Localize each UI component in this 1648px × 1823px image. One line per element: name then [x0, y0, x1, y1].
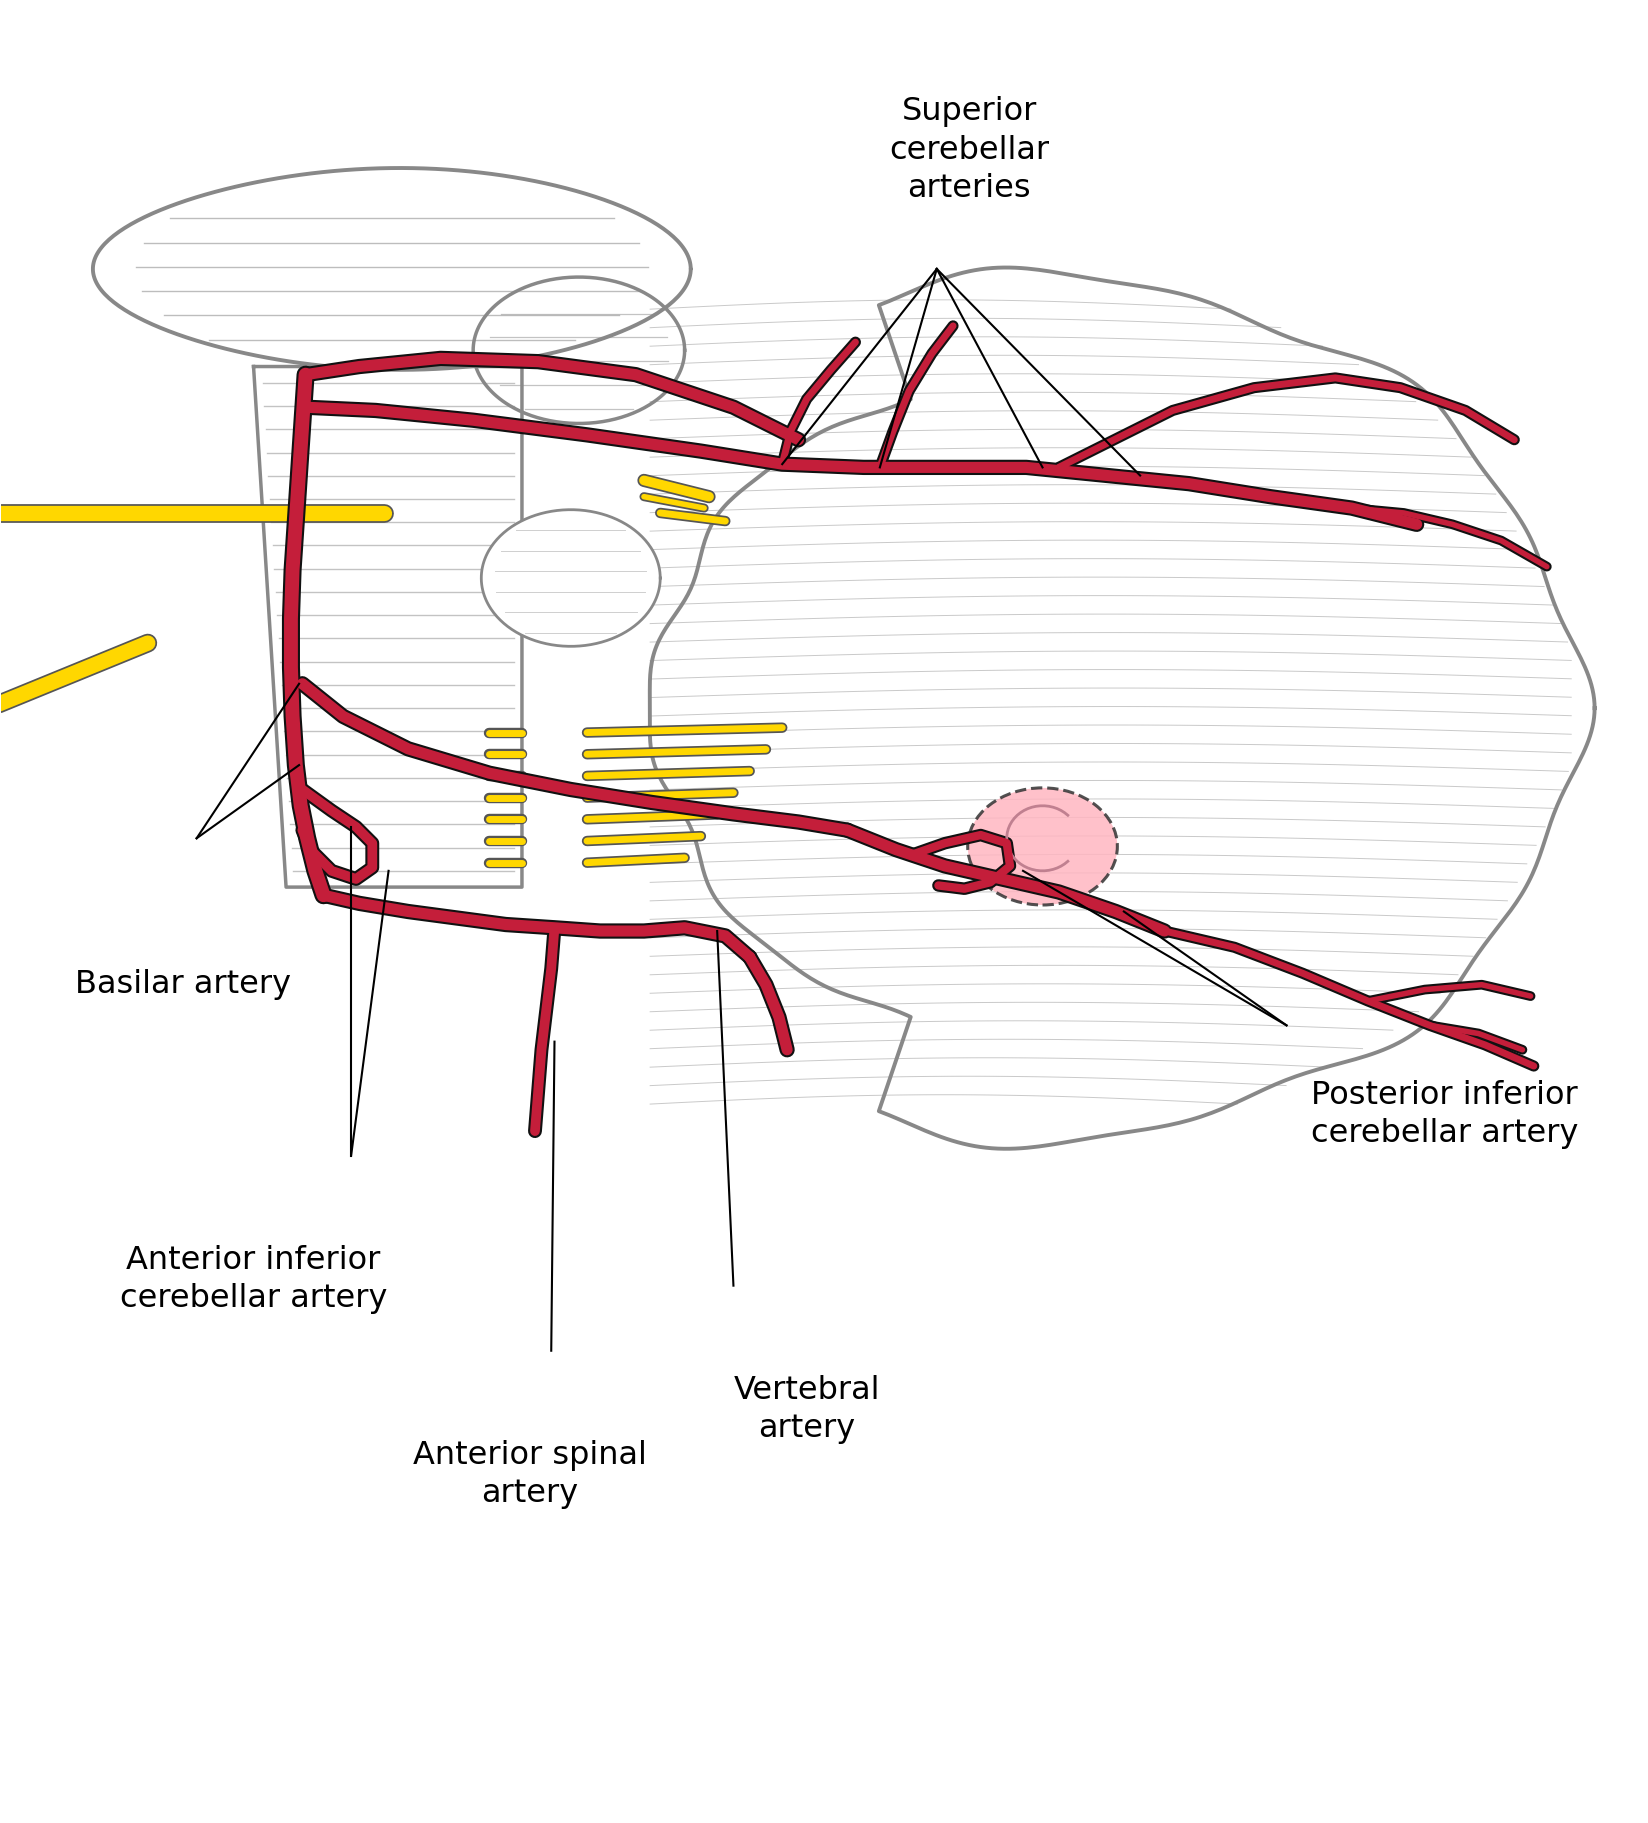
Polygon shape — [481, 510, 661, 647]
Ellipse shape — [967, 788, 1117, 904]
Text: Anterior inferior
cerebellar artery: Anterior inferior cerebellar artery — [120, 1245, 387, 1314]
Text: Anterior spinal
artery: Anterior spinal artery — [414, 1440, 648, 1509]
Text: Superior
cerebellar
arteries: Superior cerebellar arteries — [890, 97, 1050, 204]
Text: Basilar artery: Basilar artery — [74, 970, 290, 1001]
Text: Vertebral
artery: Vertebral artery — [733, 1375, 880, 1444]
Text: Posterior inferior
cerebellar artery: Posterior inferior cerebellar artery — [1310, 1081, 1579, 1150]
Polygon shape — [92, 168, 691, 370]
Polygon shape — [649, 268, 1595, 1148]
Polygon shape — [254, 366, 522, 888]
Polygon shape — [473, 277, 684, 423]
